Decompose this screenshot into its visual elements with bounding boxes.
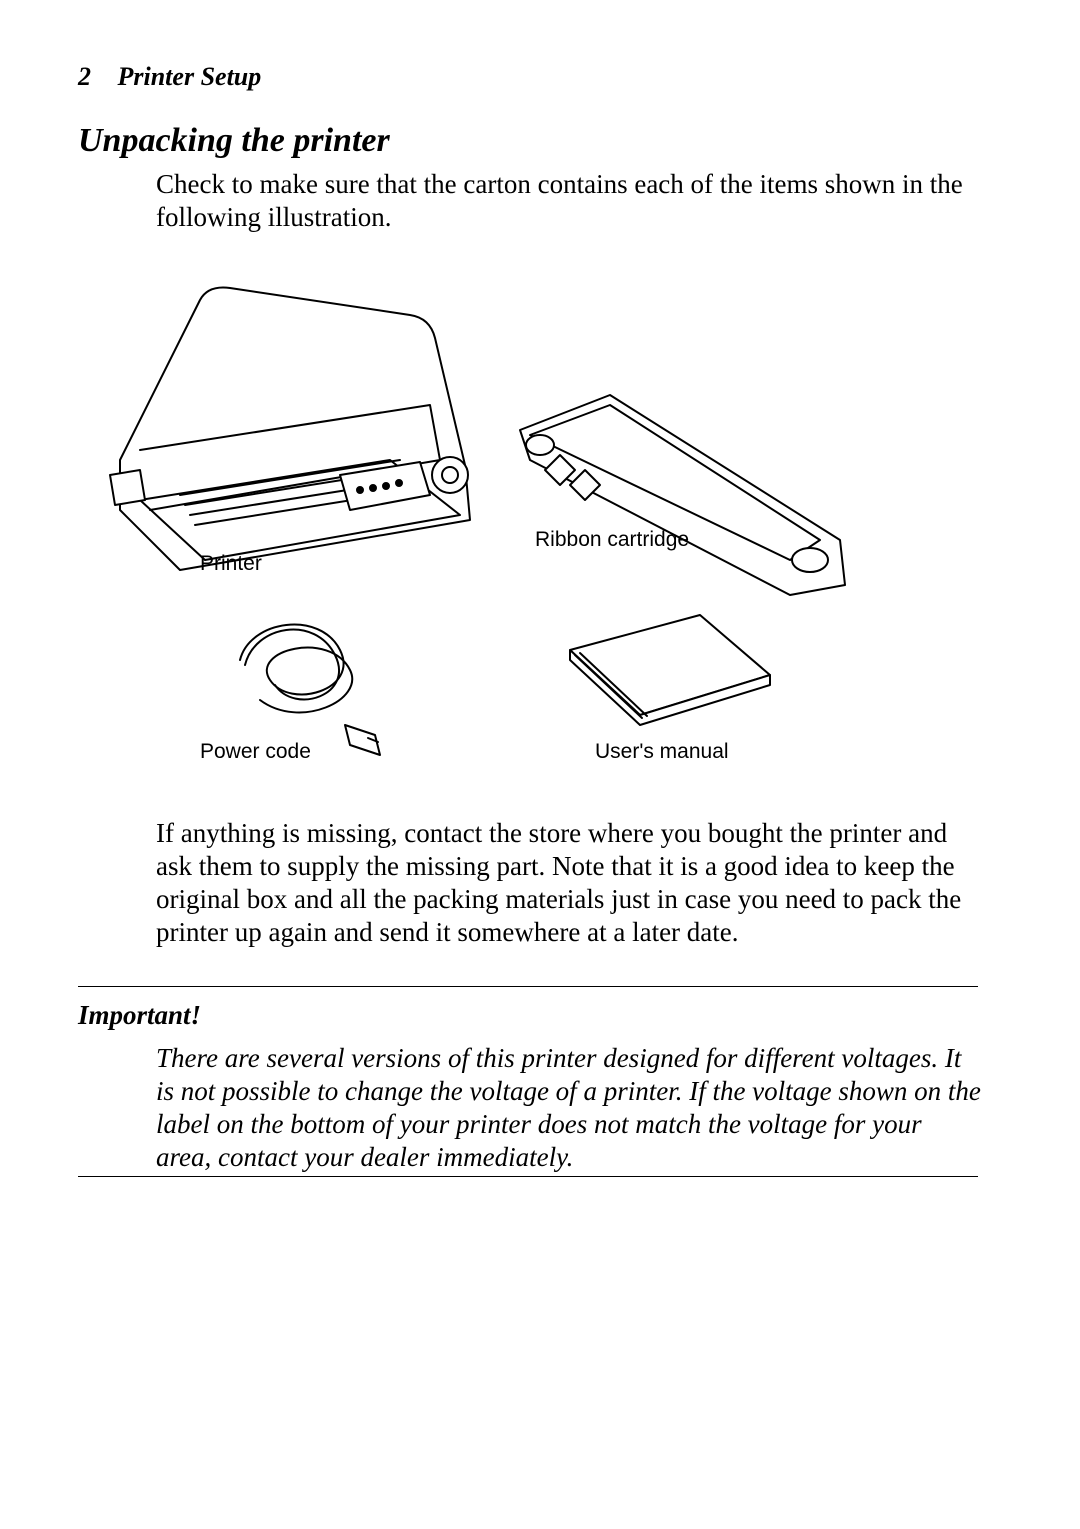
power-code-label: Power code	[200, 740, 311, 764]
users-manual-label: User's manual	[595, 740, 729, 764]
important-heading: Important!	[78, 1000, 201, 1031]
running-header: 2 Printer Setup	[78, 62, 261, 92]
users-manual-illustration	[570, 615, 770, 725]
page: 2 Printer Setup Unpacking the printer Ch…	[0, 0, 1080, 1529]
rule-bottom	[78, 1176, 978, 1177]
missing-paragraph: If anything is missing, contact the stor…	[156, 817, 966, 949]
items-svg	[90, 260, 850, 780]
unpacking-illustration: Printer Ribbon cartridge Power code User…	[90, 260, 850, 780]
intro-paragraph: Check to make sure that the carton conta…	[156, 168, 966, 234]
chapter-title: Printer Setup	[118, 62, 262, 91]
ribbon-cartridge-illustration	[520, 395, 845, 595]
rule-top	[78, 986, 978, 987]
section-heading: Unpacking the printer	[78, 122, 390, 160]
printer-illustration	[110, 288, 470, 571]
page-number: 2	[78, 62, 91, 91]
printer-label: Printer	[200, 552, 262, 576]
important-body: There are several versions of this print…	[156, 1042, 981, 1174]
power-cord-illustration	[240, 625, 380, 755]
ribbon-cartridge-label: Ribbon cartridge	[535, 528, 689, 552]
